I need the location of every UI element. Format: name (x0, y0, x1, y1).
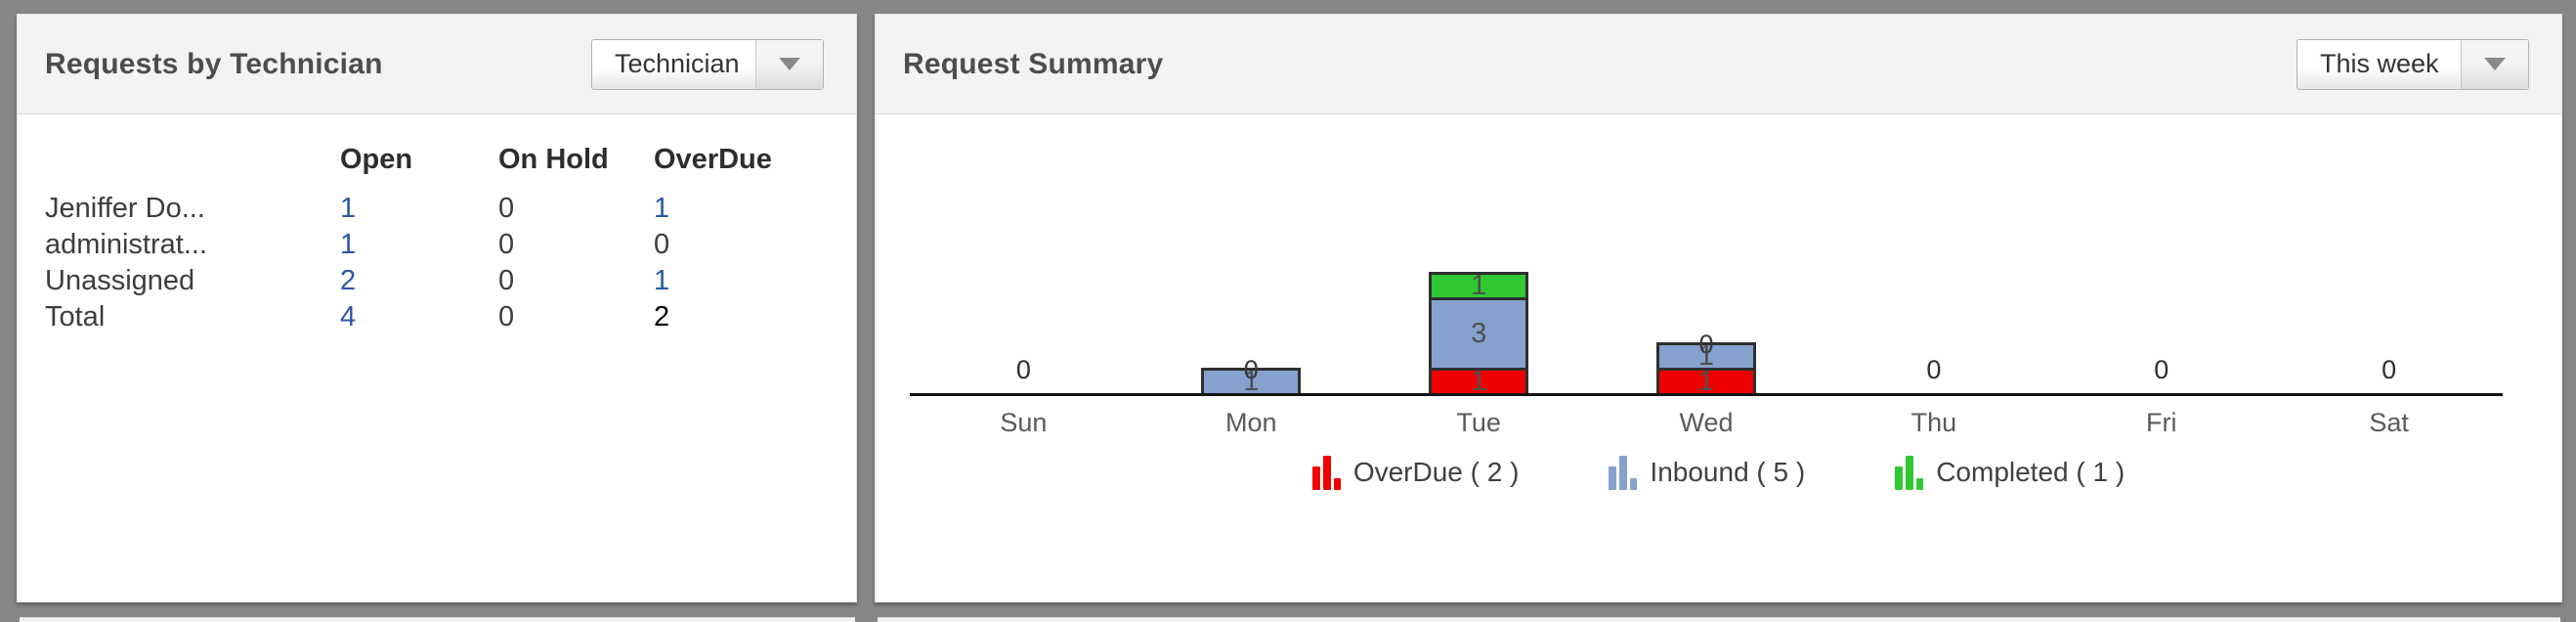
chart-day-slot: 0 (910, 249, 1138, 396)
table-row-label: administrat... (45, 229, 207, 260)
segment-value-label: 1 (1471, 270, 1487, 301)
count-value: 0 (498, 265, 515, 296)
bar-segment-inbound[interactable]: 3 (1432, 297, 1526, 368)
bar-segment-overdue[interactable]: 1 (1659, 366, 1753, 397)
axis-tick-label: Sun (1000, 408, 1048, 437)
bar-segment-inbound[interactable]: 1 (1204, 366, 1299, 397)
legend-item-inbound[interactable]: Inbound ( 5 ) (1609, 455, 1805, 490)
legend-icon-bar (1630, 478, 1638, 490)
mini-bar-chart-icon (1895, 455, 1924, 490)
legend-item-overdue[interactable]: OverDue ( 2 ) (1311, 455, 1520, 490)
count-link[interactable]: 1 (340, 229, 357, 260)
legend-icon-bar (1311, 466, 1320, 490)
technician-dropdown[interactable]: Technician (591, 38, 824, 90)
axis-tick-label: Wed (1679, 408, 1734, 437)
chart-day-slot: 1 3 1 (1365, 249, 1593, 396)
bar-segment-overdue[interactable]: 1 (1432, 366, 1526, 397)
dropdown-arrow-button[interactable] (2461, 39, 2528, 89)
count-value: 0 (498, 301, 515, 333)
zero-value-label: 0 (1698, 330, 1714, 359)
x-axis-line (910, 393, 2503, 396)
table-column-header: On Hold (498, 144, 609, 175)
chevron-down-icon (2484, 58, 2506, 70)
dropdown-arrow-button[interactable] (755, 39, 823, 89)
axis-tick-label: Mon (1225, 408, 1277, 437)
count-value: 0 (498, 229, 515, 260)
chart-day-slot: 0 (1820, 249, 2047, 396)
count-link[interactable]: 1 (654, 265, 670, 296)
segment-value-label: 1 (1243, 366, 1260, 397)
table-row-label: Jeniffer Do... (45, 193, 205, 224)
mini-bar-chart-icon (1311, 455, 1341, 490)
legend-icon-bar (1916, 478, 1924, 490)
dropdown-selected-value: This week (2320, 49, 2439, 78)
legend-label: Completed ( 1 ) (1936, 457, 2125, 487)
mini-bar-chart-icon (1609, 455, 1638, 490)
panel-header: Requests by Technician Technician (18, 15, 856, 114)
axis-tick-label: Fri (2145, 408, 2177, 437)
count-link[interactable]: 2 (340, 265, 357, 296)
legend-item-completed[interactable]: Completed ( 1 ) (1895, 455, 2125, 490)
zero-value-label: 0 (2154, 355, 2169, 384)
technician-table: Open On Hold OverDue Jeniffer Do... 1 0 1 admin… (45, 140, 772, 335)
chart-day-slot: 0 (2275, 249, 2503, 396)
chevron-down-icon (779, 58, 800, 70)
dropdown-selected-value: Technician (615, 49, 740, 78)
table-column-header: Open (340, 144, 413, 175)
segment-value-label: 3 (1471, 318, 1487, 349)
count-value: 2 (654, 301, 670, 333)
axis-tick-label: Tue (1456, 408, 1501, 437)
table-corner-cell (45, 140, 340, 191)
zero-value-label: 0 (1243, 355, 1259, 384)
table-row-label: Total (45, 301, 106, 333)
legend-icon-bar (1609, 466, 1617, 490)
chart-legend: OverDue ( 2 ) Inbound ( 5 ) Completed ( 1 … (876, 455, 2561, 490)
stacked-bar[interactable]: 1 3 1 (1429, 270, 1529, 397)
panel-title: Requests by Technician (45, 47, 383, 80)
chart-day-slot: 0 (2047, 249, 2275, 396)
panel-header: Request Summary This week (876, 15, 2561, 114)
next-row-panel-edge (20, 617, 855, 622)
segment-value-label: 1 (1697, 366, 1715, 397)
period-dropdown[interactable]: This week (2297, 38, 2529, 90)
panel-title: Request Summary (903, 47, 1164, 80)
legend-label: OverDue ( 2 ) (1352, 457, 1520, 487)
requests-by-technician-panel: Requests by Technician Technician Open On… (17, 14, 857, 602)
day-labels: Sun Mon Tue Wed Thu Fri Sat (910, 408, 2503, 438)
zero-value-label: 0 (1015, 355, 1031, 384)
axis-tick-label: Sat (2369, 408, 2409, 437)
zero-value-label: 0 (1926, 355, 1942, 384)
count-link[interactable]: 1 (340, 193, 357, 224)
bar-segment-completed[interactable]: 1 (1432, 270, 1526, 301)
count-link[interactable]: 4 (340, 301, 357, 333)
segment-value-label: 1 (1471, 366, 1487, 397)
segment-value-label: 1 (1697, 340, 1715, 372)
legend-icon-bar (1619, 456, 1628, 490)
zero-value-label: 0 (2382, 355, 2397, 384)
legend-label: Inbound ( 5 ) (1650, 457, 1806, 487)
legend-icon-bar (1906, 456, 1914, 490)
bar-segment-inbound[interactable]: 1 (1659, 340, 1753, 372)
axis-tick-label: Thu (1911, 408, 1957, 437)
count-value: 0 (654, 229, 670, 260)
table-row-label: Unassigned (45, 265, 195, 296)
count-value: 0 (498, 193, 515, 224)
legend-icon-bar (1322, 456, 1331, 490)
legend-icon-bar (1895, 466, 1904, 490)
table-column-header: OverDue (654, 144, 772, 175)
legend-icon-bar (1333, 478, 1341, 490)
next-row-panel-edge (878, 617, 2560, 622)
count-link[interactable]: 1 (654, 193, 670, 224)
